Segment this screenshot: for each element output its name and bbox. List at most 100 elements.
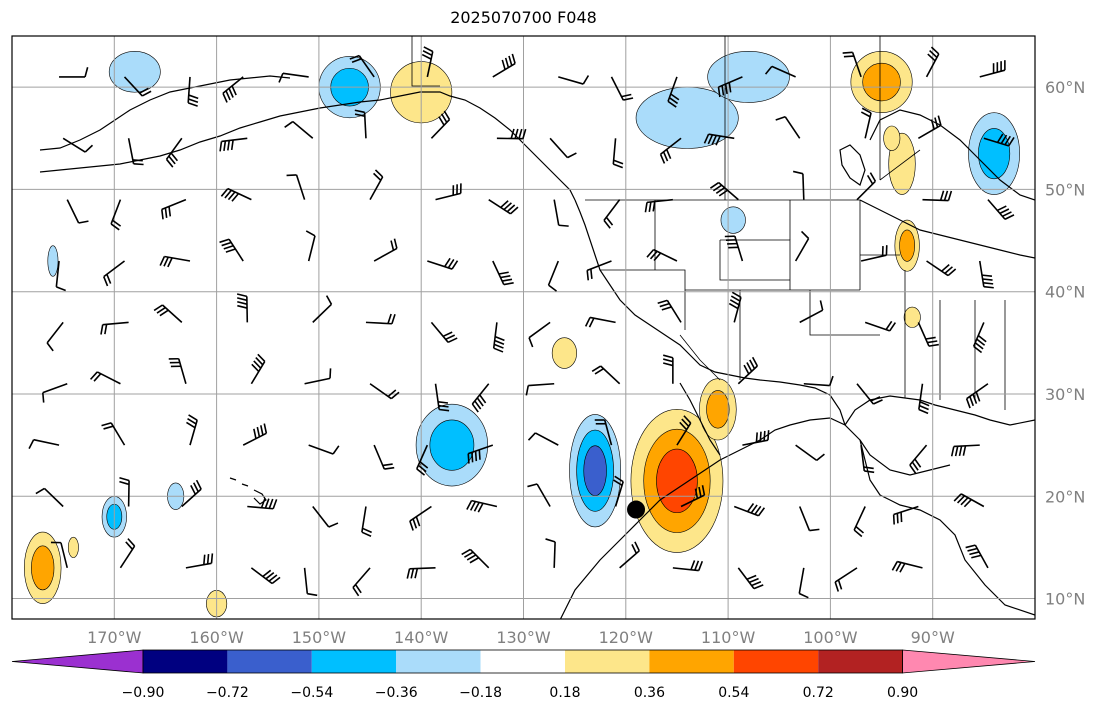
wind-barb (59, 67, 89, 78)
wind-barb (662, 354, 674, 384)
colorbar-segment (227, 650, 312, 673)
wind-barb (488, 198, 519, 215)
wind-barb (250, 353, 266, 385)
wind-barb (165, 137, 183, 168)
wind-barb (100, 321, 129, 335)
anomaly-contour-13-1 (899, 229, 915, 262)
wind-barb (492, 322, 505, 353)
wind-barb (987, 199, 1015, 220)
wind-barb (471, 383, 490, 413)
wind-barb (737, 356, 759, 385)
wind-barb (613, 475, 624, 507)
colorbar-tick-label: 0.36 (634, 685, 665, 701)
wind-barb (553, 199, 569, 227)
wind-barb (305, 230, 316, 262)
wind-barb (703, 133, 735, 146)
wind-barb (434, 383, 450, 412)
anomaly-contour-16-0 (47, 245, 59, 277)
wind-barb (159, 255, 191, 268)
colorbar-tick-label: −0.90 (122, 685, 165, 701)
wind-barb (42, 383, 68, 403)
wind-barb (187, 76, 199, 107)
colorbar-segment (649, 650, 734, 673)
colorbar-extend-low (11, 649, 144, 674)
wind-barb (349, 54, 375, 78)
colorbar-tick-label: −0.18 (459, 685, 502, 701)
wind-barb (304, 368, 332, 385)
wind-barb (361, 506, 372, 537)
longitude-tick-label: 100°W (803, 628, 858, 647)
latitude-axis: 60°N 50°N 40°N 30°N 20°N 10°N (1045, 78, 1085, 608)
colorbar-segment (733, 650, 819, 673)
wind-barb (66, 199, 89, 224)
wind-barb (286, 174, 306, 200)
colorbar-tick-label: 0.18 (549, 685, 580, 701)
wind-barb (416, 444, 429, 476)
wind-barb (909, 444, 928, 474)
wind-barb (492, 260, 514, 286)
wind-barb (619, 541, 641, 569)
wind-barb (853, 506, 866, 538)
wind-barb (584, 316, 616, 328)
anomaly-contour-1-1 (706, 390, 730, 429)
latitude-tick-label: 20°N (1045, 487, 1085, 506)
wind-barb (354, 109, 367, 139)
colorbar-extend-high (902, 649, 1036, 674)
wind-barb (62, 137, 94, 153)
wind-barb (219, 238, 244, 262)
wind-barb (733, 503, 766, 517)
anomaly-contour-22-0 (883, 125, 901, 151)
wind-barb (435, 183, 462, 201)
anomaly-contour-0-2 (656, 448, 698, 514)
wind-barb (925, 46, 940, 78)
wind-barb (798, 506, 820, 532)
wind-barb (917, 322, 939, 347)
wind-barb (680, 485, 706, 508)
longitude-tick-label: 160°W (189, 628, 244, 647)
anomaly-contour-11-1 (862, 62, 901, 102)
wind-barb (89, 371, 121, 385)
wind-barb (646, 248, 678, 262)
wind-barb (466, 499, 498, 513)
wind-barb (672, 560, 704, 572)
wind-barb (659, 137, 682, 164)
wind-barb (219, 137, 248, 152)
wind-barb (352, 567, 371, 597)
wind-barb (834, 567, 858, 592)
map-frame (11, 35, 1036, 620)
wind-barb (284, 120, 314, 139)
latitude-tick-label: 50°N (1045, 180, 1085, 199)
longitude-tick-label: 170°W (87, 628, 142, 647)
wind-barb (798, 567, 809, 599)
coastlines (39, 75, 1035, 619)
colorbar-tick-label: −0.36 (375, 685, 418, 701)
wind-barb (792, 170, 805, 200)
latitude-tick-label: 30°N (1045, 385, 1085, 404)
wind-barb (461, 548, 490, 569)
wind-barb (527, 483, 551, 507)
wind-barb (365, 313, 396, 325)
wind-barb (610, 76, 634, 101)
wind-barb (775, 115, 801, 139)
wind-barb (28, 438, 60, 449)
wind-barb (185, 553, 214, 569)
wind-barb (161, 198, 187, 220)
longitude-tick-label: 120°W (599, 628, 654, 647)
wind-barb (864, 320, 897, 332)
wind-barb (409, 505, 432, 531)
longitude-tick-label: 90°W (911, 628, 955, 647)
wind-barb (856, 172, 877, 201)
wind-barb (373, 238, 398, 262)
wind-barb (558, 75, 590, 85)
wind-barb (892, 505, 919, 525)
wind-barb (860, 107, 872, 139)
wind-barb (127, 138, 144, 166)
wind-barb (591, 365, 621, 385)
wind-barb (528, 321, 551, 348)
anomaly-contour-20-0 (551, 337, 577, 369)
wind-barb (406, 567, 436, 579)
colorbar-tick-label: 0.72 (803, 685, 834, 701)
longitude-tick-label: 130°W (496, 628, 551, 647)
anomaly-contour-21-0 (720, 206, 746, 234)
